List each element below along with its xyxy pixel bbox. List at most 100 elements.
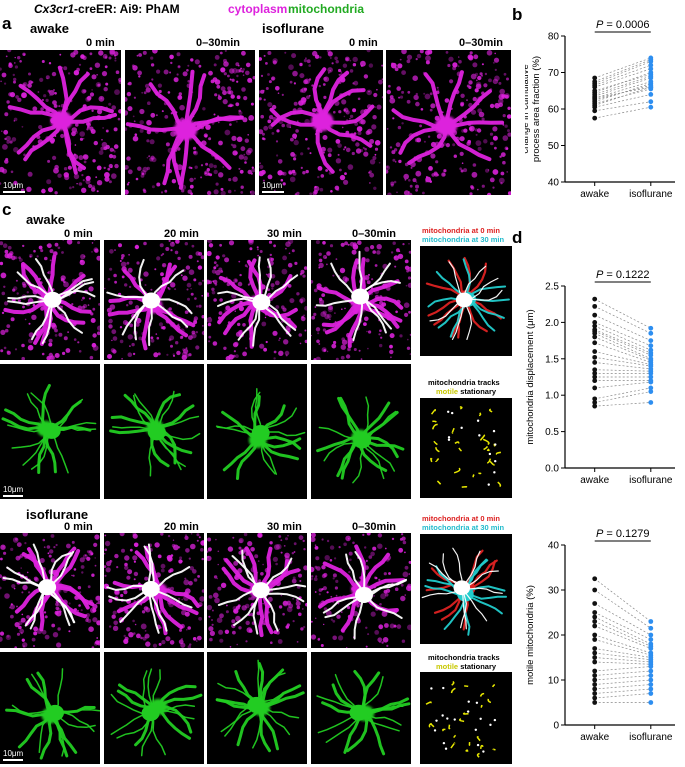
y-tick-label: 0.5 — [545, 427, 559, 438]
point-isoflurane — [648, 379, 654, 385]
point-isoflurane — [648, 352, 654, 358]
x-tick-label: isoflurane — [629, 475, 673, 486]
y-tick-label: 40 — [548, 178, 560, 189]
pair-line — [594, 369, 651, 372]
panel-c-awake-merge-30 — [207, 240, 307, 360]
x-tick-label: awake — [580, 189, 609, 200]
pair-line — [594, 73, 651, 92]
panel-a-awake-030min-image — [125, 50, 255, 195]
y-tick-label: 50 — [548, 141, 560, 152]
panel-c-awake-label: awake — [26, 212, 66, 227]
point-isoflurane — [648, 691, 654, 696]
pair-line — [594, 322, 651, 347]
point-awake — [592, 682, 598, 687]
pair-line — [594, 616, 651, 645]
iso-legend-stationary: stationary — [460, 662, 497, 671]
pair-line — [594, 387, 651, 400]
point-isoflurane — [648, 400, 654, 405]
panel-c-awake-merge-20 — [104, 240, 204, 360]
panel-c-iso-t030: 0–30min — [352, 521, 397, 533]
chart-b: 40 50 60 70 80 awake isoflurane change in cumul… — [525, 20, 675, 200]
point-isoflurane — [648, 62, 654, 68]
awake-legend-mito0: mitochondria at 0 min — [422, 226, 500, 235]
point-awake — [592, 403, 598, 409]
point-awake — [592, 659, 598, 665]
pair-line — [594, 612, 651, 640]
panel-c-awake-scalebar-label: 10μm — [3, 485, 24, 494]
point-isoflurane — [648, 370, 654, 376]
point-awake — [592, 700, 598, 705]
panel-c-iso-merge-20 — [104, 533, 204, 648]
point-awake — [592, 370, 598, 376]
x-tick-label: awake — [580, 732, 609, 743]
pair-line — [594, 693, 651, 699]
panel-c-iso-tracks — [420, 672, 512, 764]
pair-line — [594, 61, 651, 84]
panel-a-iso-t0: 0 min — [349, 37, 378, 49]
pair-line — [594, 402, 651, 407]
pair-line — [594, 362, 651, 370]
awake-legend-motile-stationary: motile stationary — [436, 387, 496, 396]
panel-c-iso-scalebar — [3, 759, 23, 761]
point-awake — [592, 646, 598, 651]
chart-d-bottom: 0 10 20 30 40 awake isoflurane motile mitochond… — [525, 528, 675, 743]
panel-a-iso-t030: 0–30min — [459, 37, 504, 49]
point-awake — [592, 354, 598, 360]
point-awake — [592, 673, 598, 678]
y-tick-label: 20 — [548, 631, 560, 642]
pair-line — [594, 381, 651, 389]
pair-line — [594, 688, 651, 694]
panel-c-iso-overlay — [420, 534, 512, 644]
genotype-rest: -creER: Ai9: PhAM — [74, 2, 180, 16]
point-awake — [592, 655, 598, 660]
pair-line — [594, 670, 651, 676]
panel-c-awake-green-030 — [311, 364, 411, 499]
point-isoflurane — [648, 338, 654, 343]
point-awake — [592, 340, 598, 346]
point-awake — [592, 108, 598, 114]
iso-legend-mito30: mitochondria at 30 min — [422, 523, 505, 532]
pair-line — [594, 675, 651, 681]
y-axis-label: change in cumulativeprocess area fractio… — [525, 56, 542, 162]
pair-line — [594, 81, 651, 99]
panel-c-awake-t030: 0–30min — [352, 228, 397, 240]
point-awake — [592, 360, 598, 365]
y-tick-label: 70 — [548, 68, 560, 79]
point-isoflurane — [648, 79, 654, 85]
pair-line — [594, 94, 651, 108]
panel-c-iso-green-030 — [311, 652, 411, 764]
point-awake — [592, 587, 598, 593]
point-awake — [592, 601, 598, 606]
pair-line — [594, 679, 651, 685]
panel-c-iso-t30: 30 min — [267, 521, 302, 533]
point-isoflurane — [648, 104, 654, 110]
y-tick-label: 1.0 — [545, 391, 559, 402]
panel-a-awake-label: awake — [30, 21, 70, 36]
point-isoflurane — [648, 619, 654, 624]
awake-legend-motile: motile — [436, 387, 459, 396]
x-tick-label: isoflurane — [629, 189, 673, 200]
mitochondria-legend: mitochondria — [288, 2, 365, 16]
point-awake — [592, 330, 598, 336]
point-awake — [592, 367, 598, 373]
pair-line — [594, 336, 651, 361]
point-awake — [592, 349, 598, 354]
x-tick-label: awake — [580, 475, 609, 486]
point-isoflurane — [648, 632, 654, 638]
y-tick-label: 1.5 — [545, 354, 559, 365]
pair-line — [594, 648, 651, 658]
iso-legend-tracks: mitochondria tracks — [428, 653, 500, 662]
y-tick-label: 40 — [548, 541, 560, 552]
pair-line — [594, 68, 651, 88]
y-tick-label: 0.0 — [545, 464, 559, 475]
panel-c-awake-merge-030 — [311, 240, 411, 360]
panel-a-isoflurane-label: isoflurane — [262, 21, 325, 36]
point-isoflurane — [648, 637, 654, 642]
panel-c-iso-green-20 — [104, 652, 204, 764]
point-awake — [592, 378, 598, 384]
y-tick-label: 0 — [553, 721, 559, 732]
point-awake — [592, 691, 598, 696]
point-awake — [592, 619, 598, 624]
iso-legend-mito0: mitochondria at 0 min — [422, 514, 500, 523]
y-tick-label: 10 — [548, 676, 560, 687]
